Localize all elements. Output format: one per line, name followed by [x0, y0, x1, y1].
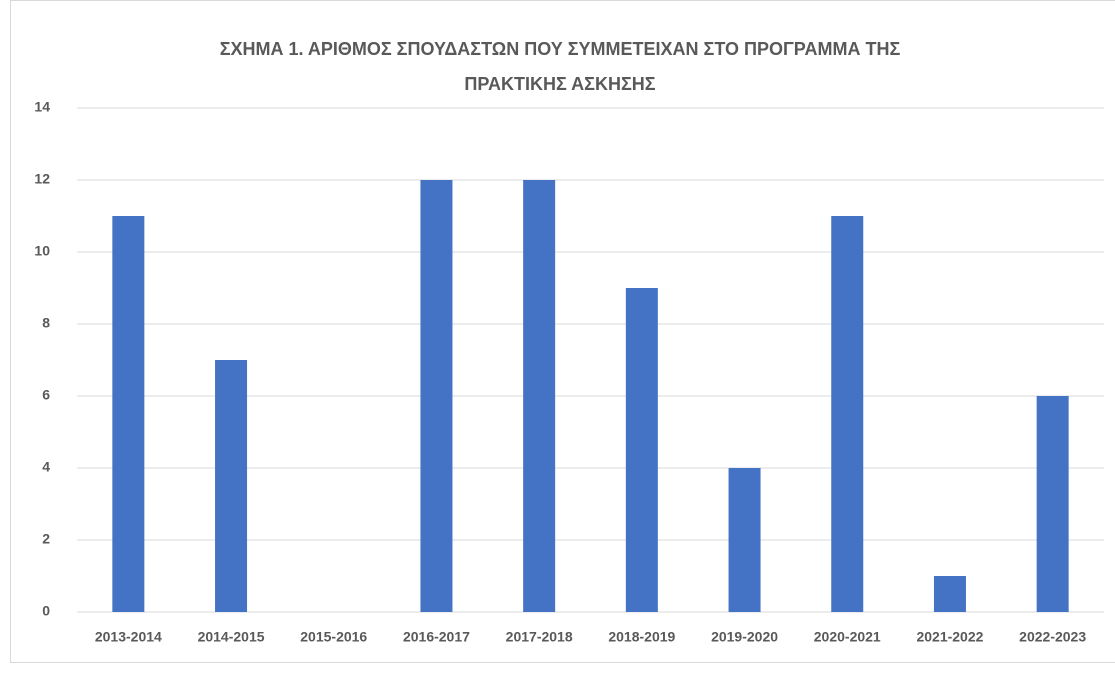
y-tick-label: 2 — [42, 531, 50, 547]
y-tick-label: 8 — [42, 315, 50, 331]
x-tick-label: 2021-2022 — [916, 629, 983, 645]
x-tick-label: 2020-2021 — [814, 629, 881, 645]
y-tick-label: 12 — [34, 171, 50, 187]
bar — [933, 576, 966, 612]
x-tick-label: 2015-2016 — [300, 629, 367, 645]
bar — [420, 180, 453, 612]
y-tick-label: 0 — [42, 603, 50, 619]
y-tick-label: 4 — [42, 459, 50, 475]
bar — [625, 288, 658, 612]
chart-border — [10, 0, 1115, 663]
x-tick-label: 2022-2023 — [1019, 629, 1086, 645]
chart-title: ΣΧΗΜΑ 1. ΑΡΙΘΜΟΣ ΣΠΟΥΔΑΣΤΩΝ ΠΟΥ ΣΥΜΜΕΤΕΙ… — [219, 39, 901, 94]
bar — [215, 360, 248, 612]
y-tick-label: 10 — [34, 243, 50, 259]
x-tick-label: 2013-2014 — [95, 629, 162, 645]
x-tick-label: 2014-2015 — [198, 629, 265, 645]
x-tick-label: 2017-2018 — [506, 629, 573, 645]
y-tick-label: 14 — [34, 99, 50, 115]
bar — [112, 216, 145, 612]
x-tick-label: 2016-2017 — [403, 629, 470, 645]
bar — [728, 468, 761, 612]
bar — [831, 216, 864, 612]
bar — [1036, 396, 1069, 612]
y-tick-label: 6 — [42, 387, 50, 403]
x-tick-label: 2019-2020 — [711, 629, 778, 645]
bar — [523, 180, 556, 612]
x-tick-label: 2018-2019 — [608, 629, 675, 645]
